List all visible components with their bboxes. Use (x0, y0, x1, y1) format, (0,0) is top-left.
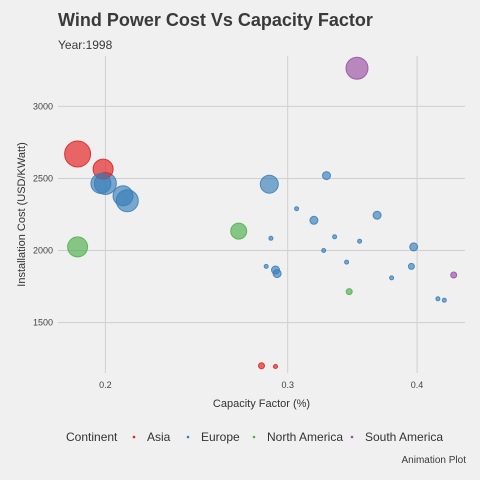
chart-subtitle: Year:1998 (58, 38, 113, 52)
data-point (67, 236, 89, 258)
data-point (272, 269, 282, 279)
data-point (321, 248, 327, 253)
data-point (409, 242, 419, 252)
y-tick-label: 3000 (33, 101, 53, 111)
data-point (273, 364, 278, 369)
data-point (389, 275, 395, 281)
data-point (309, 215, 319, 225)
data-point (372, 210, 382, 220)
legend-entry: North America (267, 430, 343, 444)
data-point (441, 297, 447, 303)
data-point (322, 171, 331, 181)
data-point (64, 140, 92, 168)
legend-marker (186, 435, 190, 439)
data-point (345, 56, 369, 80)
x-tick-label: 0.4 (411, 380, 424, 390)
chart-title: Wind Power Cost Vs Capacity Factor (58, 10, 373, 30)
data-point (332, 234, 338, 240)
data-point (90, 173, 112, 194)
y-tick-label: 2000 (33, 246, 53, 256)
legend-entry: Europe (201, 430, 240, 444)
data-point (435, 296, 441, 302)
x-gridlines (104, 56, 418, 373)
data-point (294, 206, 300, 212)
data-point (258, 362, 265, 370)
data-point (407, 262, 415, 270)
legend-entry: Asia (147, 430, 171, 444)
data-point (112, 185, 134, 207)
data-points (64, 56, 458, 370)
chart-caption: Animation Plot (401, 455, 466, 466)
data-point (344, 259, 350, 265)
y-gridlines (58, 105, 465, 324)
data-point (259, 174, 279, 194)
data-point (230, 222, 248, 240)
data-point (263, 263, 269, 269)
x-tick-label: 0.3 (281, 380, 294, 390)
data-point (345, 288, 353, 296)
data-point (450, 271, 458, 279)
data-point (357, 238, 363, 244)
legend-title: Continent (66, 430, 118, 444)
legend-marker (350, 435, 354, 439)
y-tick-label: 2500 (33, 173, 53, 183)
y-tick-labels: 1500 2000 2500 3000 (33, 101, 53, 327)
y-tick-label: 1500 (33, 318, 53, 328)
legend: Continent Asia Europe North America South A… (66, 430, 443, 444)
y-axis-label: Installation Cost (USD/KWatt) (16, 142, 28, 286)
legend-marker (132, 435, 136, 439)
data-point (268, 235, 274, 241)
x-tick-labels: 0.2 0.3 0.4 (99, 380, 423, 390)
legend-entry: South America (365, 430, 443, 444)
legend-marker (252, 435, 256, 439)
x-axis-label: Capacity Factor (%) (213, 398, 310, 410)
x-tick-label: 0.2 (99, 380, 112, 390)
